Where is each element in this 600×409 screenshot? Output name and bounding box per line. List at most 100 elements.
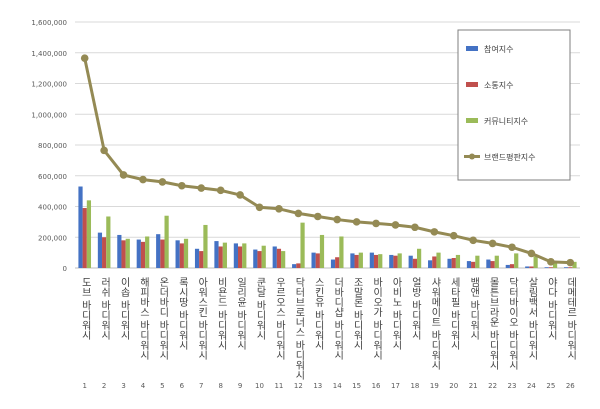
bar-1-22: [486, 259, 491, 268]
brand-index-line: [80, 54, 575, 267]
x-category-label: 몰튼브라운 바디워시: [487, 277, 499, 370]
bar-1-3: [117, 234, 122, 268]
bar-1-23: [505, 264, 510, 268]
x-rank-label: 18: [410, 382, 419, 390]
x-rank-label: 7: [199, 382, 203, 390]
bar-3-14: [339, 236, 344, 268]
bar-2-7: [199, 251, 204, 268]
bar-2-23: [509, 264, 515, 268]
x-rank-label: 24: [527, 382, 536, 390]
x-rank-label: 25: [546, 382, 555, 390]
legend-swatch: [466, 46, 478, 51]
x-rank-label: 6: [180, 382, 185, 390]
bar-1-7: [194, 248, 200, 268]
x-category-label: 온더바디 바디워시: [157, 277, 169, 360]
y-tick-label: 800,000: [38, 142, 67, 150]
bar-1-25: [544, 267, 549, 268]
y-tick-label: 1,400,000: [31, 50, 67, 58]
legend-label: 브랜드평판지수: [484, 152, 536, 162]
bar-2-9: [237, 246, 243, 268]
bar-2-16: [373, 254, 379, 268]
line-point-17: [391, 221, 400, 229]
x-rank-label: 16: [372, 382, 381, 390]
line-point-14: [333, 215, 342, 224]
legend-label: 참여지수: [484, 44, 513, 54]
bar-3-16: [378, 254, 383, 268]
x-category-label: 우르오스 바디워시: [273, 277, 285, 360]
x-rank-label: 9: [238, 382, 242, 390]
x-rank-label: 15: [352, 382, 361, 390]
x-rank-label: 10: [255, 382, 264, 390]
bar-2-1: [82, 208, 87, 268]
bar-2-8: [218, 246, 223, 268]
x-category-label: 스킨유 바디워시: [312, 277, 324, 350]
line-point-23: [508, 243, 516, 252]
legend-swatch: [466, 118, 478, 123]
legend-swatch: [466, 82, 478, 87]
bar-3-19: [436, 252, 441, 268]
bar-2-12: [296, 263, 301, 268]
line-point-1: [80, 54, 89, 62]
y-tick-label: 1,600,000: [31, 19, 67, 27]
x-rank-label: 22: [488, 382, 497, 390]
x-category-label: 도브 바디워시: [79, 277, 91, 340]
bar-2-6: [179, 243, 184, 268]
bar-3-15: [358, 252, 363, 268]
bar-3-21: [475, 255, 480, 268]
x-rank-label: 17: [391, 382, 400, 390]
bar-2-10: [257, 251, 262, 268]
x-category-label: 해피바스 바디워시: [137, 276, 149, 360]
bar-1-12: [292, 264, 297, 268]
line-point-18: [411, 223, 419, 232]
x-rank-label: 8: [218, 382, 222, 390]
x-category-label: 닥터바이오 바디워시: [507, 277, 519, 370]
bar-3-13: [319, 234, 325, 268]
line-point-21: [469, 236, 477, 245]
bar-3-18: [417, 248, 422, 268]
bar-3-26: [572, 261, 577, 268]
line-point-5: [158, 178, 167, 186]
bar-2-20: [451, 258, 456, 268]
x-category-label: 아비노 바디워시: [390, 277, 402, 350]
line-point-25: [547, 258, 555, 266]
x-category-label: 더바디샵 바디워시: [332, 277, 344, 360]
x-rank-label: 14: [333, 382, 342, 390]
bar-3-17: [397, 253, 402, 268]
line-point-12: [294, 209, 303, 218]
bar-1-5: [156, 234, 161, 268]
bar-2-15: [354, 254, 359, 268]
x-rank-label: 3: [121, 382, 125, 390]
y-tick-label: 1,200,000: [31, 81, 67, 89]
bar-3-4: [145, 236, 150, 268]
line-point-3: [119, 171, 128, 179]
bar-1-2: [97, 232, 103, 268]
line-point-7: [197, 184, 206, 192]
bar-3-10: [261, 245, 266, 268]
x-rank-label: 20: [449, 382, 458, 390]
bar-1-6: [175, 240, 180, 268]
bar-2-3: [121, 240, 126, 268]
x-category-label: 야다 바디워시: [545, 277, 557, 340]
bar-1-1: [78, 186, 83, 268]
bar-2-4: [140, 241, 146, 268]
line-point-20: [449, 231, 458, 240]
line-point-26: [566, 258, 575, 267]
bar-1-20: [447, 258, 452, 268]
line-point-4: [139, 175, 147, 184]
bar-3-11: [281, 251, 286, 268]
bar-3-23: [514, 253, 519, 268]
bar-1-9: [233, 243, 238, 268]
bar-1-24: [525, 266, 530, 268]
bar-3-2: [106, 216, 111, 268]
line-point-10: [255, 203, 264, 212]
bar-2-24: [529, 266, 534, 268]
bars: [78, 186, 577, 268]
x-category-label: 러쉬 바디워시: [99, 277, 111, 340]
line-point-2: [100, 146, 108, 155]
legend-label: 소통지수: [484, 81, 513, 90]
x-rank-label: 4: [141, 382, 146, 390]
bar-1-8: [214, 241, 219, 268]
bar-2-26: [568, 267, 573, 268]
bar-3-7: [203, 224, 208, 268]
x-rank-label: 26: [566, 382, 575, 390]
